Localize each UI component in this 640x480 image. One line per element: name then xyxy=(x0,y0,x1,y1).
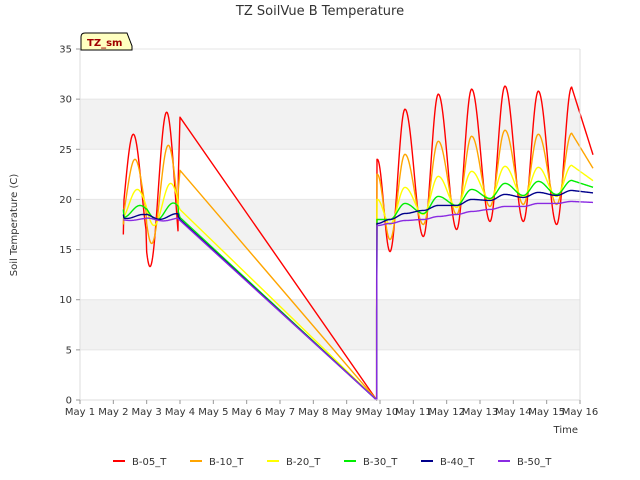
y-tick-label: 5 xyxy=(66,345,72,356)
y-tick-label: 25 xyxy=(59,145,72,156)
site-tag-box xyxy=(80,32,133,51)
legend-label: B-40_T xyxy=(440,457,475,468)
y-tick-label: 10 xyxy=(59,295,72,306)
series-line-b-50-t xyxy=(122,200,594,401)
legend-label: B-50_T xyxy=(517,457,552,468)
y-tick-label: 0 xyxy=(66,396,72,407)
series-lines xyxy=(122,85,594,401)
x-tick-label: May 6 xyxy=(232,407,262,418)
series-line-b-10-t xyxy=(122,129,594,401)
x-tick-label: May 16 xyxy=(562,407,599,418)
x-tick-label: May 2 xyxy=(98,407,128,418)
y-tick-label: 30 xyxy=(59,95,72,106)
background-band xyxy=(80,99,580,150)
series-line-b-20-t xyxy=(122,164,594,401)
y-axis-ticks: 0 5 10 15 20 25 30 35 xyxy=(59,45,80,407)
site-tag: TZ_sm xyxy=(80,32,133,51)
x-tick-label: May 3 xyxy=(132,407,162,418)
y-tick-label: 20 xyxy=(59,195,72,206)
x-tick-label: May 8 xyxy=(298,407,328,418)
legend: B-05_T B-10_T B-20_T B-30_T B-40_T B-50_T xyxy=(113,457,552,468)
background-band xyxy=(80,299,580,350)
x-tick-label: May 12 xyxy=(428,407,465,418)
x-tick-label: May 11 xyxy=(395,407,432,418)
y-tick-label: 35 xyxy=(59,45,72,56)
y-tick-label: 15 xyxy=(59,245,72,256)
x-tick-label: May 7 xyxy=(265,407,295,418)
chart-title: TZ SoilVue B Temperature xyxy=(235,4,404,19)
legend-label: B-10_T xyxy=(209,457,244,468)
x-tick-label: May 4 xyxy=(165,407,195,418)
legend-label: B-30_T xyxy=(363,457,398,468)
x-tick-label: May 9 xyxy=(332,407,362,418)
series-line-b-40-t xyxy=(122,189,594,401)
axes xyxy=(79,49,581,401)
site-tag-label: TZ_sm xyxy=(87,38,122,49)
x-tick-label: May 10 xyxy=(362,407,399,418)
x-tick-label: May 1 xyxy=(65,407,95,418)
legend-label: B-20_T xyxy=(286,457,321,468)
x-tick-label: May 14 xyxy=(495,407,532,418)
x-tick-label: May 5 xyxy=(198,407,228,418)
series-line-b-05-t xyxy=(122,85,594,401)
legend-label: B-05_T xyxy=(132,457,167,468)
x-tick-label: May 13 xyxy=(462,407,499,418)
x-tick-label: May 15 xyxy=(528,407,565,418)
y-axis-label: Soil Temperature (C) xyxy=(9,174,20,277)
x-axis-label: Time xyxy=(553,425,578,436)
x-axis-ticks: May 1 May 2 May 3 May 4 May 5 May 6 May 7 May 8… xyxy=(65,400,598,418)
